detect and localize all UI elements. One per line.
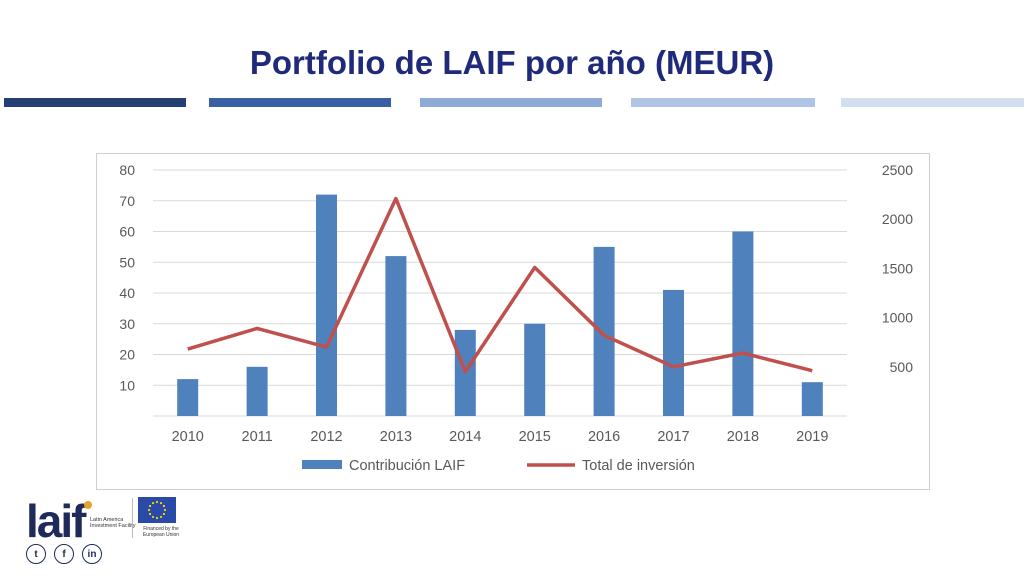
laif-logo: laif bbox=[26, 495, 86, 547]
laif-subtitle: Latin America Investment Facility bbox=[90, 517, 136, 529]
legend-swatch-bar bbox=[302, 460, 342, 469]
y-right-tick-label: 2000 bbox=[882, 211, 913, 227]
combo-chart: 10 20 30 40 50 60 70 80 500 1000 1500 2000 2500 2010 2… bbox=[119, 162, 914, 474]
x-tick-label: 2011 bbox=[242, 429, 273, 445]
header-stripes bbox=[0, 98, 1024, 107]
legend-label: Total de inversión bbox=[582, 458, 695, 474]
footer-divider bbox=[132, 498, 133, 538]
header-stripe bbox=[631, 98, 815, 107]
bar bbox=[524, 323, 546, 416]
bar bbox=[801, 382, 823, 416]
y-left-tick-label: 10 bbox=[119, 377, 135, 393]
y-left-tick-label: 70 bbox=[119, 193, 135, 209]
eu-flag-icon bbox=[138, 497, 176, 523]
twitter-icon[interactable]: t bbox=[26, 544, 46, 564]
bar bbox=[246, 366, 268, 416]
y-right-tick-label: 1000 bbox=[882, 310, 913, 326]
bar bbox=[385, 256, 407, 416]
header-stripe bbox=[209, 98, 391, 107]
y-left-tick-label: 60 bbox=[119, 224, 135, 240]
facebook-icon[interactable]: f bbox=[54, 544, 74, 564]
y-right-tick-label: 2500 bbox=[882, 162, 913, 178]
bar bbox=[663, 289, 684, 416]
bar bbox=[732, 231, 754, 416]
x-tick-label: 2015 bbox=[519, 429, 551, 445]
laif-logo-dot bbox=[84, 501, 92, 509]
x-tick-label: 2014 bbox=[449, 429, 481, 445]
x-tick-label: 2012 bbox=[310, 429, 342, 445]
x-tick-label: 2016 bbox=[588, 429, 620, 445]
bar bbox=[316, 194, 337, 416]
y-left-tick-label: 80 bbox=[119, 162, 135, 178]
y-right-tick-label: 500 bbox=[890, 359, 914, 375]
line-series bbox=[187, 196, 813, 374]
y-left-tick-label: 30 bbox=[119, 316, 135, 332]
y-left-tick-label: 50 bbox=[119, 254, 135, 270]
legend-label: Contribución LAIF bbox=[349, 458, 465, 474]
header-stripe bbox=[841, 98, 1024, 107]
x-tick-label: 2010 bbox=[172, 429, 204, 445]
header-stripe bbox=[420, 98, 602, 107]
y-left-tick-label: 20 bbox=[119, 347, 135, 363]
slide-title: Portfolio de LAIF por año (MEUR) bbox=[249, 44, 775, 81]
x-tick-label: 2017 bbox=[657, 429, 689, 445]
x-tick-label: 2013 bbox=[380, 429, 412, 445]
header-stripe bbox=[4, 98, 186, 107]
y-right-tick-label: 1500 bbox=[882, 260, 913, 276]
bar bbox=[593, 246, 615, 416]
eu-caption: Financed by the European Union bbox=[142, 526, 180, 538]
x-tick-label: 2018 bbox=[727, 429, 759, 445]
footer-branding: laif Latin America Investment Facility F… bbox=[22, 494, 322, 574]
linkedin-icon[interactable]: in bbox=[82, 544, 102, 564]
chart-frame: 10 20 30 40 50 60 70 80 500 1000 1500 2000 2500 2010 2… bbox=[96, 153, 930, 490]
x-tick-label: 2019 bbox=[796, 429, 828, 445]
y-left-tick-label: 40 bbox=[119, 285, 135, 301]
bar bbox=[177, 379, 199, 416]
